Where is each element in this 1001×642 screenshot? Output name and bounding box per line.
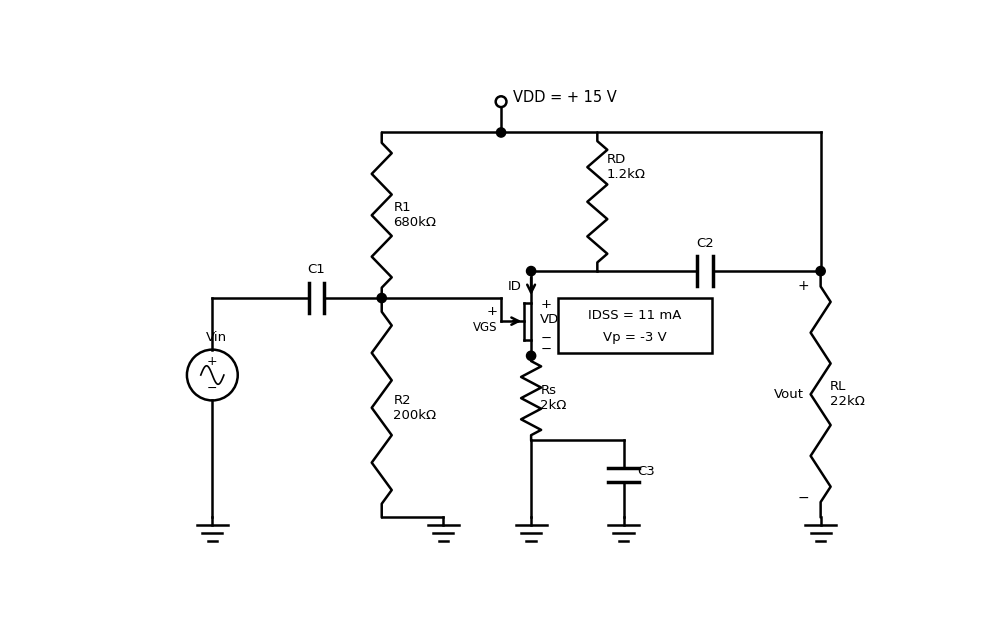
Circle shape	[527, 266, 536, 275]
Text: Rs
2kΩ: Rs 2kΩ	[541, 384, 567, 412]
Text: VDD = + 15 V: VDD = + 15 V	[513, 91, 617, 105]
Text: +: +	[486, 306, 497, 318]
Circle shape	[527, 351, 536, 360]
Circle shape	[496, 128, 506, 137]
Text: Vout: Vout	[774, 388, 804, 401]
Text: ID: ID	[508, 280, 522, 293]
Text: RL
22kΩ: RL 22kΩ	[830, 380, 865, 408]
Text: VGS: VGS	[472, 321, 497, 334]
Text: +: +	[541, 298, 552, 311]
Text: +: +	[798, 279, 809, 293]
Text: IDSS = 11 mA: IDSS = 11 mA	[589, 309, 682, 322]
Bar	[558, 298, 712, 354]
Text: VDS: VDS	[541, 313, 568, 326]
Text: C1: C1	[307, 263, 325, 277]
Text: RD
1.2kΩ: RD 1.2kΩ	[607, 153, 646, 181]
Text: −: −	[541, 331, 552, 345]
Text: Vp = -3 V: Vp = -3 V	[604, 331, 667, 345]
Text: −: −	[798, 491, 809, 505]
Text: C2: C2	[697, 236, 714, 250]
Text: C3: C3	[638, 465, 655, 478]
Text: −: −	[207, 383, 217, 395]
Text: +: +	[207, 354, 217, 368]
Text: Vin: Vin	[205, 331, 227, 344]
Text: R2
200kΩ: R2 200kΩ	[393, 394, 436, 422]
Circle shape	[377, 293, 386, 302]
Circle shape	[816, 266, 825, 275]
Text: −: −	[541, 343, 552, 356]
Text: R1
680kΩ: R1 680kΩ	[393, 201, 436, 229]
